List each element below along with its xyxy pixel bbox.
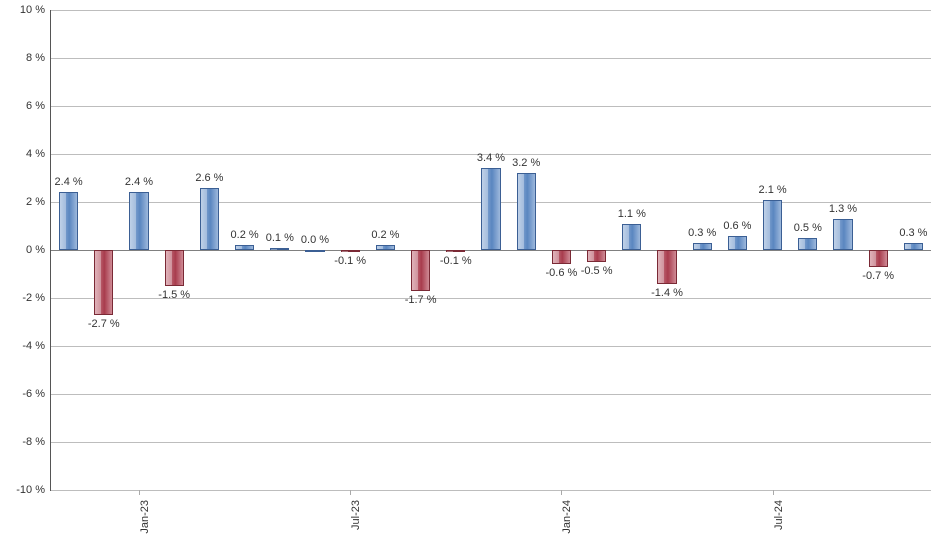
- y-tick-label: 0 %: [26, 244, 51, 256]
- bar: [833, 219, 852, 250]
- x-tick: [139, 490, 140, 495]
- x-tick: [561, 490, 562, 495]
- y-tick-label: -4 %: [22, 340, 51, 352]
- bar-value-label: 0.0 %: [301, 234, 329, 246]
- bar: [129, 192, 148, 250]
- gridline: [51, 346, 931, 347]
- bar-value-label: -0.7 %: [862, 270, 894, 282]
- bar-value-label: 0.6 %: [723, 220, 751, 232]
- bar-value-label: -0.1 %: [440, 255, 472, 267]
- bar: [728, 236, 747, 250]
- bar-value-label: -0.5 %: [581, 265, 613, 277]
- y-tick-label: 8 %: [26, 52, 51, 64]
- gridline: [51, 106, 931, 107]
- bar-value-label: 2.6 %: [195, 172, 223, 184]
- y-tick-label: 10 %: [20, 4, 51, 16]
- x-tick: [773, 490, 774, 495]
- bar-value-label: -1.4 %: [651, 287, 683, 299]
- bar-value-label: 2.1 %: [759, 184, 787, 196]
- bar: [517, 173, 536, 250]
- bar-chart: -10 % -8 % -6 % -4 % -2 % 0 % 2 % 4 % 6 % 8 % 10 %…: [0, 0, 940, 550]
- bar-value-label: 3.4 %: [477, 152, 505, 164]
- bar: [481, 168, 500, 250]
- gridline: [51, 10, 931, 11]
- gridline: [51, 490, 931, 491]
- bar: [904, 243, 923, 250]
- bar-value-label: -1.5 %: [158, 289, 190, 301]
- bar-value-label: 2.4 %: [55, 176, 83, 188]
- y-tick-label: -6 %: [22, 388, 51, 400]
- bar: [869, 250, 888, 267]
- bar-value-label: 0.2 %: [371, 229, 399, 241]
- x-tick-label: Jan-23: [139, 500, 151, 534]
- y-tick-label: -8 %: [22, 436, 51, 448]
- y-tick-label: -2 %: [22, 292, 51, 304]
- gridline: [51, 58, 931, 59]
- bar: [59, 192, 78, 250]
- x-tick: [350, 490, 351, 495]
- gridline: [51, 394, 931, 395]
- y-tick-label: 6 %: [26, 100, 51, 112]
- bar-value-label: 1.3 %: [829, 203, 857, 215]
- bar: [200, 188, 219, 250]
- bar: [94, 250, 113, 315]
- bar-value-label: -2.7 %: [88, 318, 120, 330]
- bar-value-label: 0.2 %: [231, 229, 259, 241]
- bar: [305, 250, 324, 252]
- gridline: [51, 442, 931, 443]
- bar: [411, 250, 430, 291]
- bar: [798, 238, 817, 250]
- bar-value-label: 1.1 %: [618, 208, 646, 220]
- bar: [341, 250, 360, 252]
- bar-value-label: 3.2 %: [512, 157, 540, 169]
- bar-value-label: 0.1 %: [266, 232, 294, 244]
- bar-value-label: -0.1 %: [334, 255, 366, 267]
- x-tick-label: Jul-24: [773, 500, 785, 530]
- bar: [622, 224, 641, 250]
- bar-value-label: 0.5 %: [794, 222, 822, 234]
- bar: [587, 250, 606, 262]
- bar-value-label: -1.7 %: [405, 294, 437, 306]
- bar: [763, 200, 782, 250]
- bar-value-label: 0.3 %: [899, 227, 927, 239]
- bar: [552, 250, 571, 264]
- bar: [657, 250, 676, 284]
- y-tick-label: 4 %: [26, 148, 51, 160]
- bar-value-label: 2.4 %: [125, 176, 153, 188]
- bar-value-label: -0.6 %: [545, 267, 577, 279]
- x-tick-label: Jul-23: [350, 500, 362, 530]
- bar: [376, 245, 395, 250]
- y-tick-label: 2 %: [26, 196, 51, 208]
- bar: [270, 248, 289, 250]
- bar: [693, 243, 712, 250]
- x-tick-label: Jan-24: [561, 500, 573, 534]
- plot-area: -10 %-8 %-6 %-4 %-2 %0 %2 %4 %6 %8 %10 %…: [50, 10, 931, 491]
- bar: [446, 250, 465, 252]
- y-tick-label: -10 %: [16, 484, 51, 496]
- bar: [235, 245, 254, 250]
- bar: [165, 250, 184, 286]
- bar-value-label: 0.3 %: [688, 227, 716, 239]
